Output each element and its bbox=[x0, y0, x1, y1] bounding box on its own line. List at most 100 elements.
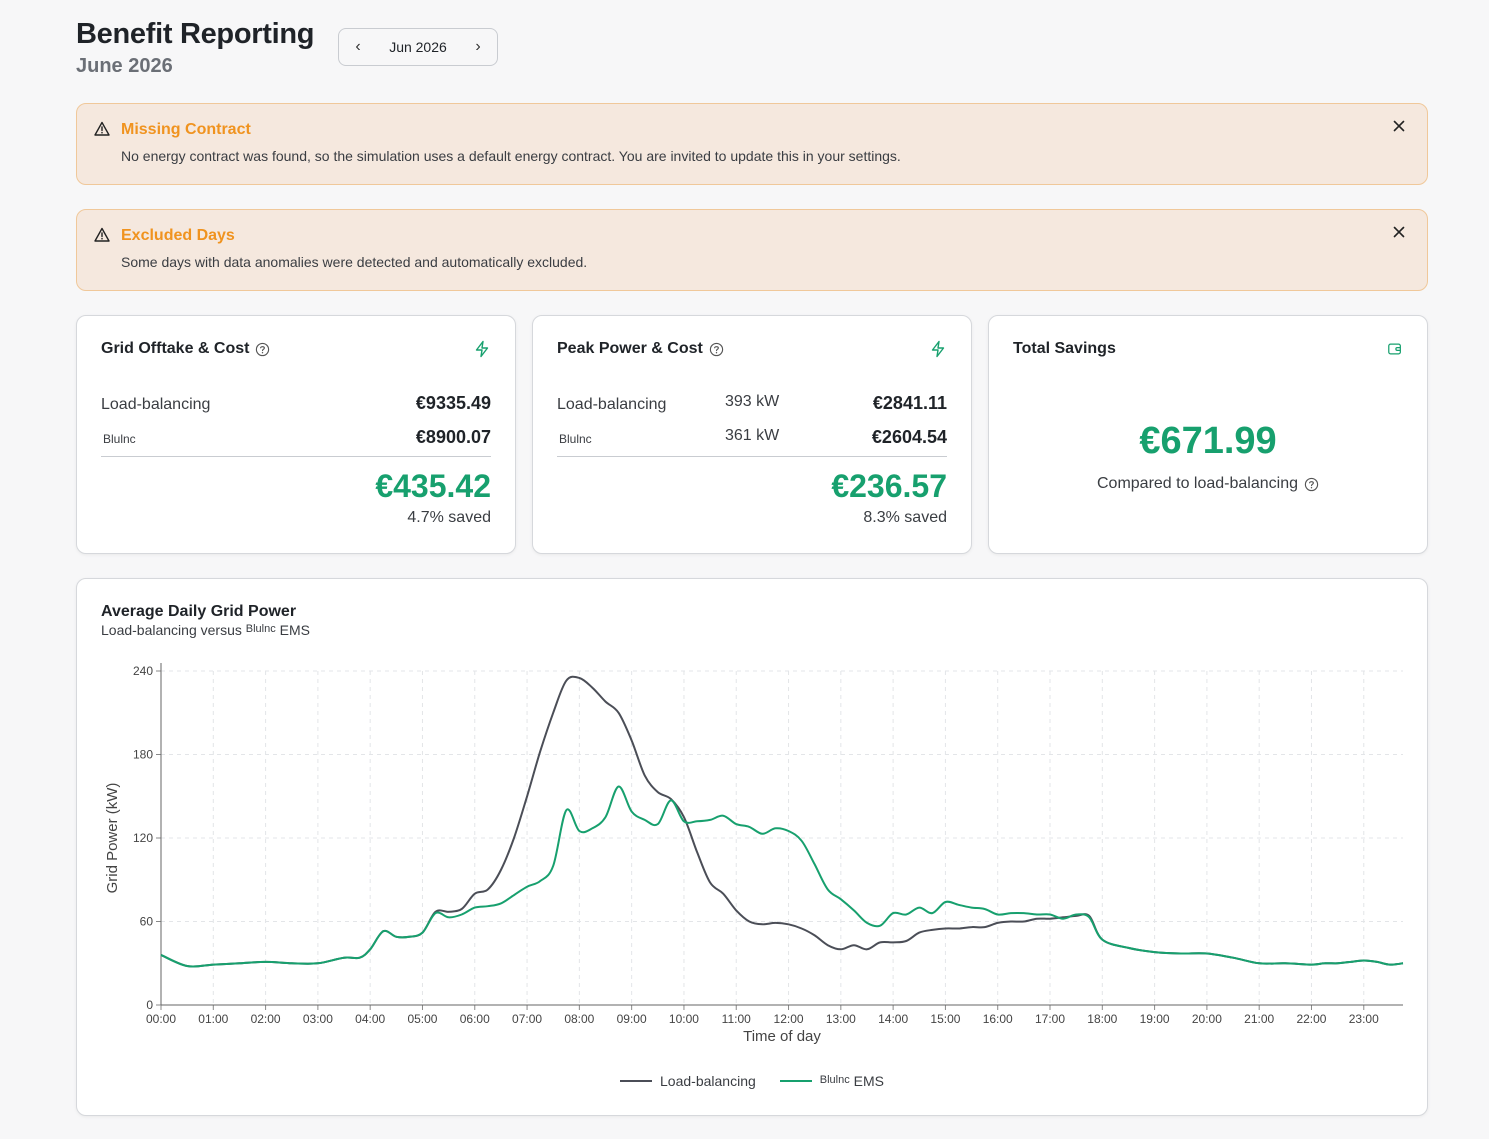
row-value: €2841.11 bbox=[872, 393, 947, 413]
chart-subtitle-brand: Blulnc bbox=[245, 623, 276, 635]
cost-row-blulnc: Blulnc €8900.07 bbox=[101, 427, 491, 448]
row-label: Load-balancing bbox=[101, 396, 211, 413]
row-label: Blulnc bbox=[559, 432, 592, 446]
x-tick-label: 16:00 bbox=[983, 1012, 1013, 1026]
alert-title: Excluded Days bbox=[121, 227, 235, 244]
peak-power-card: Peak Power & Cost Load-balancing 393 kW … bbox=[532, 315, 972, 554]
x-tick-label: 23:00 bbox=[1349, 1012, 1379, 1026]
alert-title: Missing Contract bbox=[121, 121, 251, 138]
alert-text: No energy contract was found, so the sim… bbox=[121, 148, 901, 164]
total-savings-amount: €671.99 bbox=[1139, 420, 1277, 462]
lightning-icon bbox=[931, 340, 945, 358]
page-title: Benefit Reporting bbox=[76, 18, 315, 50]
x-tick-label: 15:00 bbox=[930, 1012, 960, 1026]
total-savings-subtitle: Compared to load-balancing bbox=[989, 475, 1427, 493]
wallet-icon bbox=[1388, 343, 1401, 355]
row-label: Blulnc bbox=[103, 432, 136, 446]
x-axis-label: Time of day bbox=[743, 1028, 821, 1045]
peak-row-blulnc: Blulnc 361 kW €2604.54 bbox=[557, 427, 947, 448]
legend-label: Load-balancing bbox=[660, 1073, 756, 1089]
x-tick-label: 22:00 bbox=[1296, 1012, 1326, 1026]
lightning-icon bbox=[475, 340, 489, 358]
legend-item-load-balancing[interactable]: Load-balancing bbox=[620, 1073, 756, 1089]
divider bbox=[101, 456, 491, 457]
row-label: Load-balancing bbox=[557, 396, 667, 413]
x-tick-label: 00:00 bbox=[146, 1012, 176, 1026]
y-tick-label: 0 bbox=[146, 998, 153, 1012]
x-tick-label: 14:00 bbox=[878, 1012, 908, 1026]
chart-subtitle-prefix: Load-balancing versus bbox=[101, 622, 242, 638]
grid-power-chart: 00:00 01:00 02:00 03:00 04:00 05:00 06:00 07:00… bbox=[104, 663, 1404, 1045]
row-kw: 393 kW bbox=[725, 393, 780, 410]
page-subtitle: June 2026 bbox=[76, 55, 173, 77]
grid-offtake-card: Grid Offtake & Cost Load-balancing €9335… bbox=[76, 315, 516, 554]
grid-power-chart-card: 00:00 01:00 02:00 03:00 04:00 05:00 06:00 07:00… bbox=[76, 578, 1428, 1116]
chart-title: Average Daily Grid Power bbox=[101, 603, 297, 620]
x-tick-label: 21:00 bbox=[1244, 1012, 1274, 1026]
help-icon[interactable] bbox=[255, 342, 270, 357]
help-icon[interactable] bbox=[1304, 477, 1319, 492]
total-savings-subtitle-text: Compared to load-balancing bbox=[1096, 475, 1298, 492]
chevron-right-icon[interactable]: › bbox=[475, 38, 481, 55]
x-tick-label: 01:00 bbox=[198, 1012, 228, 1026]
alert-excluded-days: Excluded Days Some days with data anomal… bbox=[76, 209, 1428, 291]
month-picker: ‹ Jun 2026 › bbox=[338, 28, 498, 66]
y-tick-label: 120 bbox=[133, 831, 153, 845]
series-line-load-balancing bbox=[160, 675, 1404, 968]
close-icon[interactable] bbox=[1391, 224, 1407, 240]
card-title: Grid Offtake & Cost bbox=[101, 340, 270, 358]
divider bbox=[557, 456, 947, 457]
x-tick-label: 20:00 bbox=[1192, 1012, 1222, 1026]
x-tick-label: 03:00 bbox=[303, 1012, 333, 1026]
x-tick-label: 07:00 bbox=[512, 1012, 542, 1026]
card-title-text: Peak Power & Cost bbox=[557, 340, 703, 357]
chevron-left-icon[interactable]: ‹ bbox=[355, 38, 361, 55]
card-title: Peak Power & Cost bbox=[557, 340, 724, 358]
legend-label-text: EMS bbox=[853, 1073, 884, 1089]
chart-legend: Load-balancing Blulnc EMS bbox=[77, 1073, 1427, 1089]
help-icon[interactable] bbox=[709, 342, 724, 357]
saving-amount: €435.42 bbox=[375, 468, 491, 504]
legend-brand: Blulnc bbox=[819, 1074, 850, 1086]
x-tick-label: 18:00 bbox=[1087, 1012, 1117, 1026]
card-title-text: Total Savings bbox=[1013, 340, 1116, 357]
row-value: €2604.54 bbox=[871, 427, 947, 447]
saving-percent: 8.3% saved bbox=[863, 509, 947, 526]
x-tick-label: 13:00 bbox=[826, 1012, 856, 1026]
alert-text: Some days with data anomalies were detec… bbox=[121, 254, 588, 270]
total-savings-card: Total Savings €671.99 Compared to load-b… bbox=[988, 315, 1428, 554]
warning-icon bbox=[94, 227, 110, 242]
x-tick-label: 08:00 bbox=[564, 1012, 594, 1026]
x-tick-label: 06:00 bbox=[460, 1012, 490, 1026]
card-title-text: Grid Offtake & Cost bbox=[101, 340, 250, 357]
saving-percent: 4.7% saved bbox=[407, 509, 491, 526]
legend-label: Blulnc EMS bbox=[820, 1073, 884, 1089]
page-header: Benefit Reporting June 2026 bbox=[76, 18, 314, 78]
x-tick-label: 09:00 bbox=[617, 1012, 647, 1026]
x-tick-label: 02:00 bbox=[251, 1012, 281, 1026]
x-tick-label: 12:00 bbox=[774, 1012, 804, 1026]
warning-icon bbox=[94, 121, 110, 136]
legend-swatch bbox=[620, 1080, 653, 1082]
row-value: €9335.49 bbox=[415, 393, 491, 413]
x-tick-label: 17:00 bbox=[1035, 1012, 1065, 1026]
row-kw: 361 kW bbox=[725, 427, 780, 444]
x-tick-label: 05:00 bbox=[407, 1012, 437, 1026]
y-tick-label: 60 bbox=[140, 915, 154, 929]
y-tick-label: 180 bbox=[133, 748, 153, 762]
legend-item-ems[interactable]: Blulnc EMS bbox=[779, 1073, 884, 1089]
x-tick-label: 11:00 bbox=[722, 1012, 751, 1026]
month-picker-label[interactable]: Jun 2026 bbox=[389, 39, 447, 55]
row-value: €8900.07 bbox=[415, 427, 491, 447]
x-tick-label: 04:00 bbox=[355, 1012, 385, 1026]
close-icon[interactable] bbox=[1391, 118, 1407, 134]
y-axis-label: Grid Power (kW) bbox=[104, 783, 121, 894]
x-tick-label: 10:00 bbox=[669, 1012, 699, 1026]
x-tick-label: 19:00 bbox=[1140, 1012, 1170, 1026]
saving-amount: €236.57 bbox=[831, 468, 947, 504]
legend-swatch bbox=[779, 1080, 812, 1082]
cost-row-load-balancing: Load-balancing €9335.49 bbox=[101, 393, 491, 414]
chart-subtitle-suffix: EMS bbox=[279, 622, 310, 638]
peak-row-load-balancing: Load-balancing 393 kW €2841.11 bbox=[557, 393, 947, 414]
alert-missing-contract: Missing Contract No energy contract was … bbox=[76, 103, 1428, 185]
